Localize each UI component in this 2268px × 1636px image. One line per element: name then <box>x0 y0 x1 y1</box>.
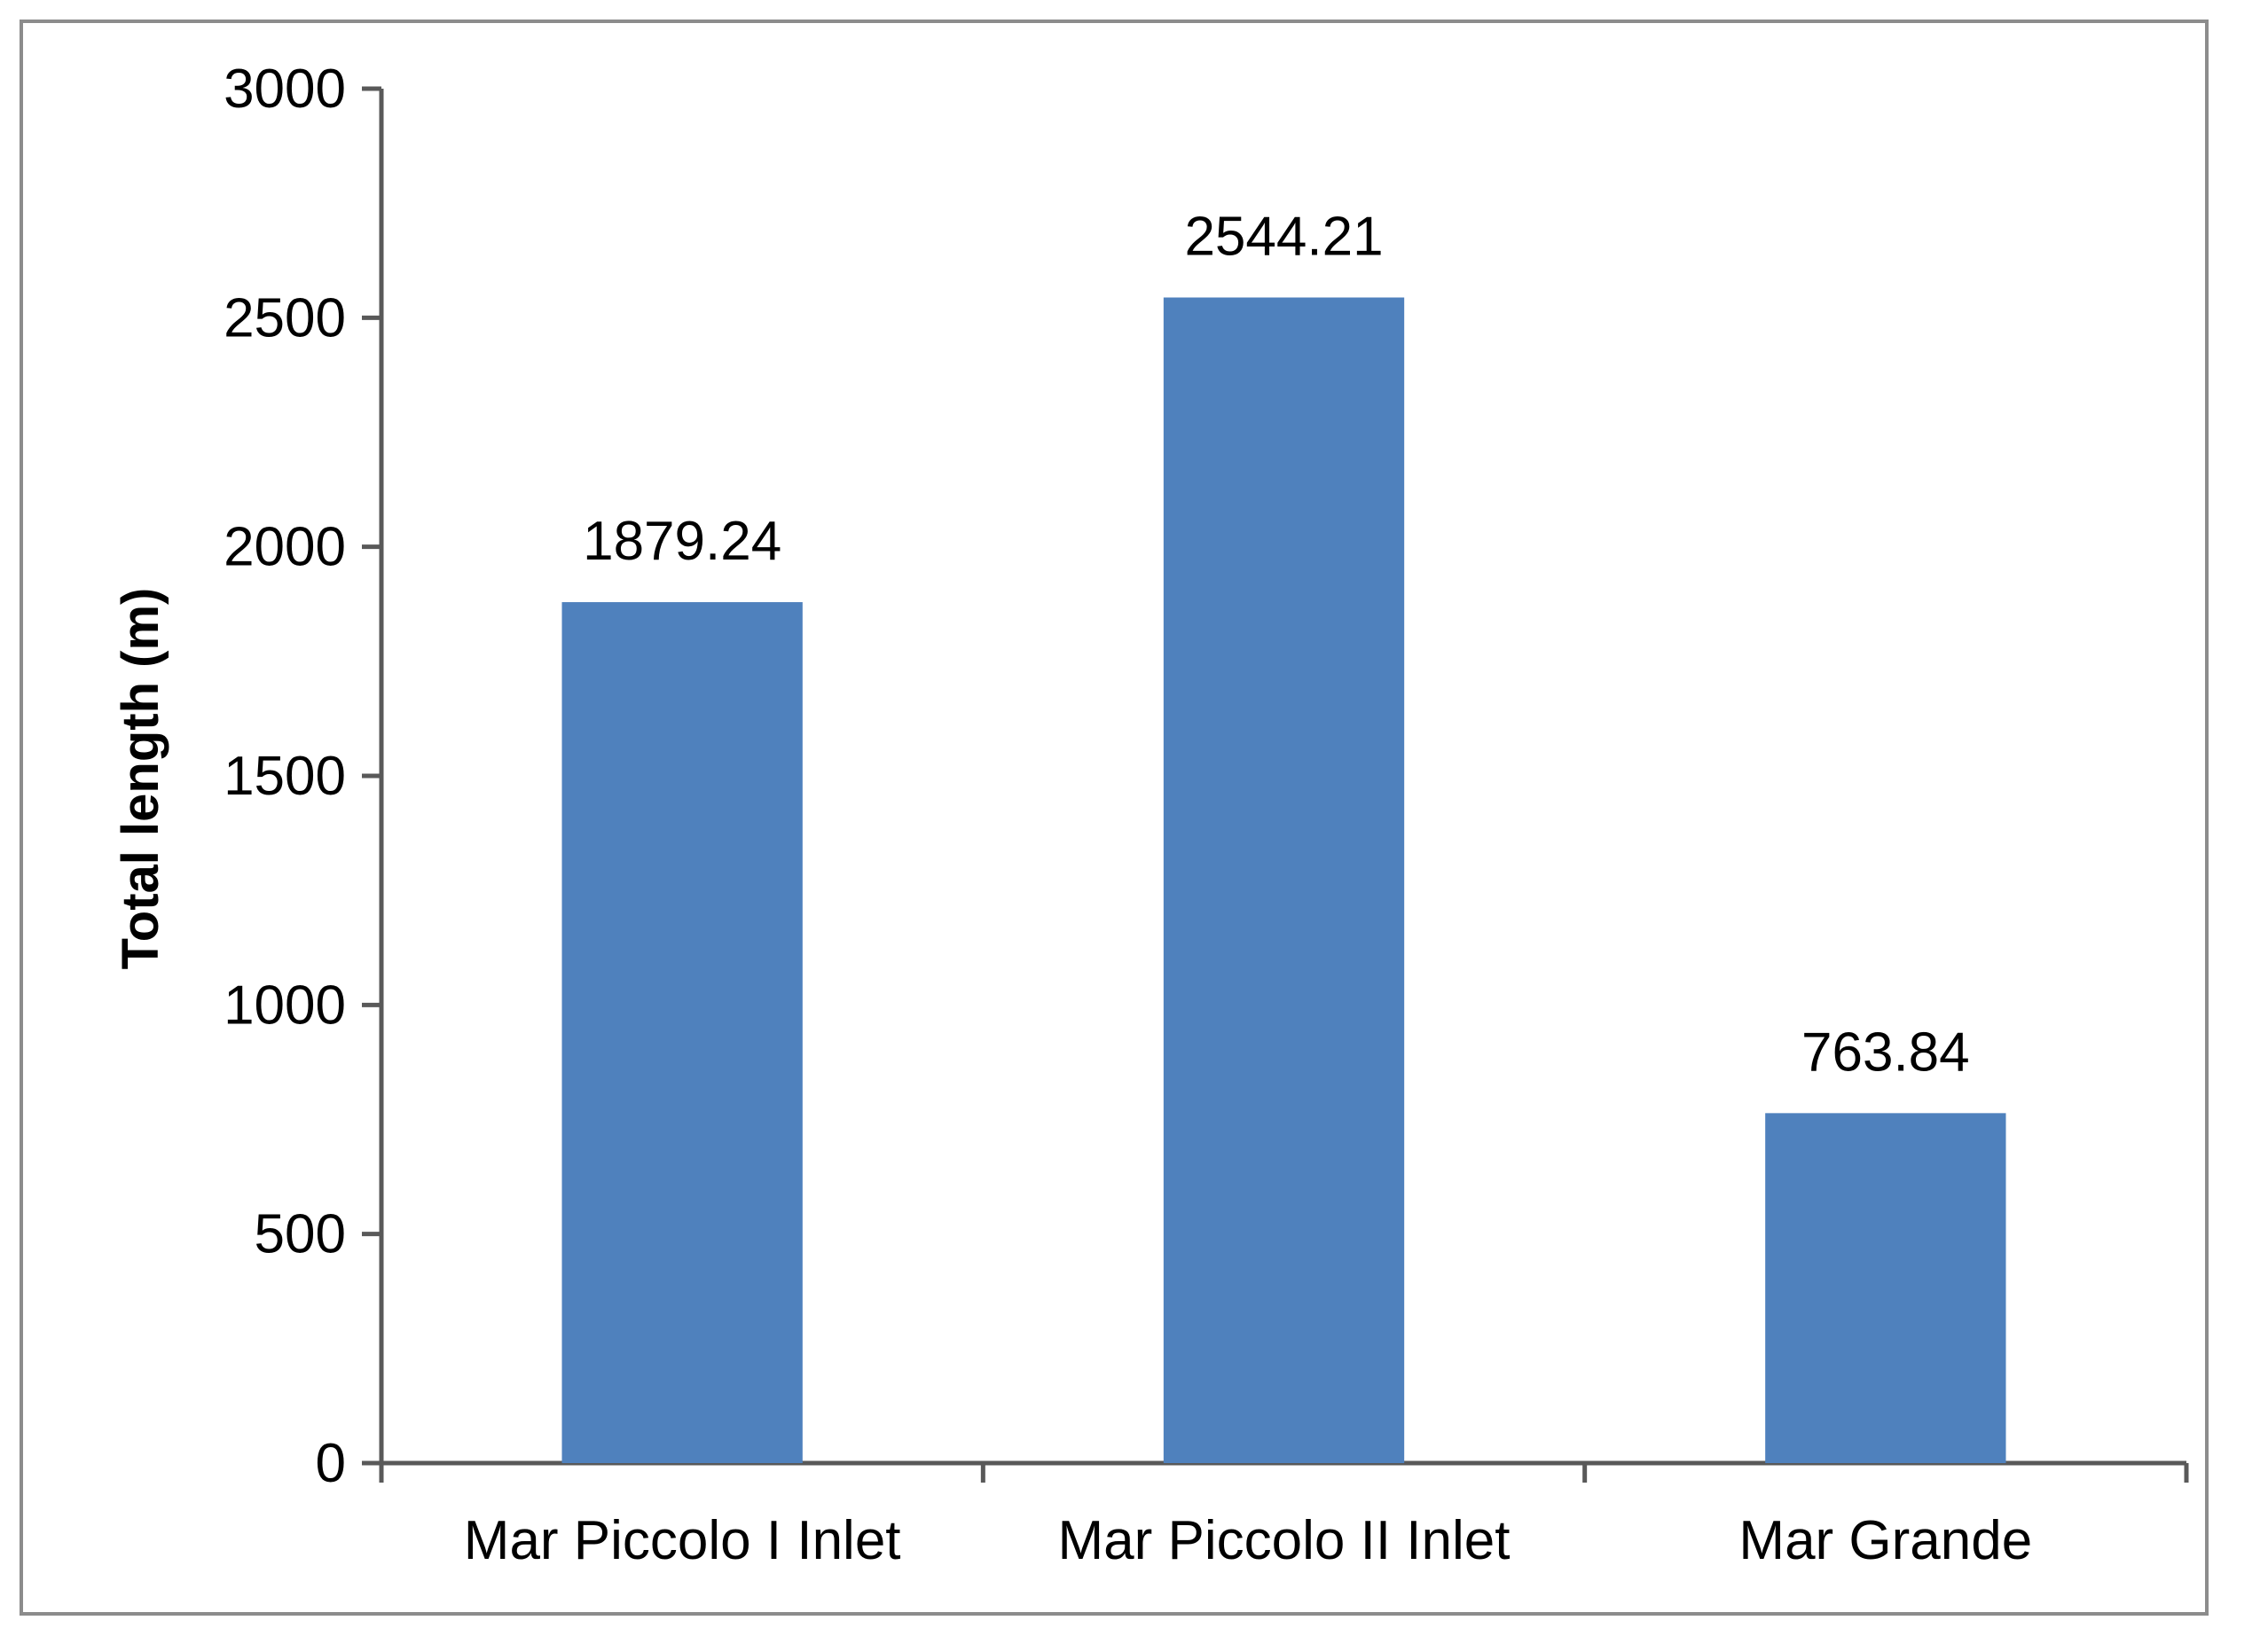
x-category-label: Mar Grande <box>1738 1510 2032 1571</box>
bar <box>561 602 803 1463</box>
x-category-label: Mar Piccolo II Inlet <box>1058 1510 1511 1571</box>
y-tick-label: 1000 <box>224 975 346 1036</box>
y-tick-label: 1500 <box>224 746 346 807</box>
bar <box>1765 1113 2006 1463</box>
y-axis-title: Total length (m) <box>112 588 169 970</box>
y-tick-label: 2000 <box>224 517 346 578</box>
y-tick-label: 2500 <box>224 287 346 348</box>
bars <box>561 297 2006 1464</box>
y-tick-label: 0 <box>316 1433 346 1494</box>
x-category-label: Mar Piccolo I Inlet <box>464 1510 901 1571</box>
x-axis: Mar Piccolo I Inlet Mar Piccolo II Inlet M… <box>379 1460 2189 1571</box>
y-tick-label: 3000 <box>224 59 346 120</box>
y-tick-label: 500 <box>255 1204 346 1265</box>
bar <box>1163 297 1405 1464</box>
bar-value-label: 1879.24 <box>583 511 781 572</box>
bar-value-label: 2544.21 <box>1184 206 1383 267</box>
y-axis: 0 500 1000 1500 2000 2500 3000 <box>224 59 384 1494</box>
bar-value-label: 763.84 <box>1801 1022 1970 1083</box>
data-labels: 1879.24 2544.21 763.84 <box>583 206 1970 1083</box>
